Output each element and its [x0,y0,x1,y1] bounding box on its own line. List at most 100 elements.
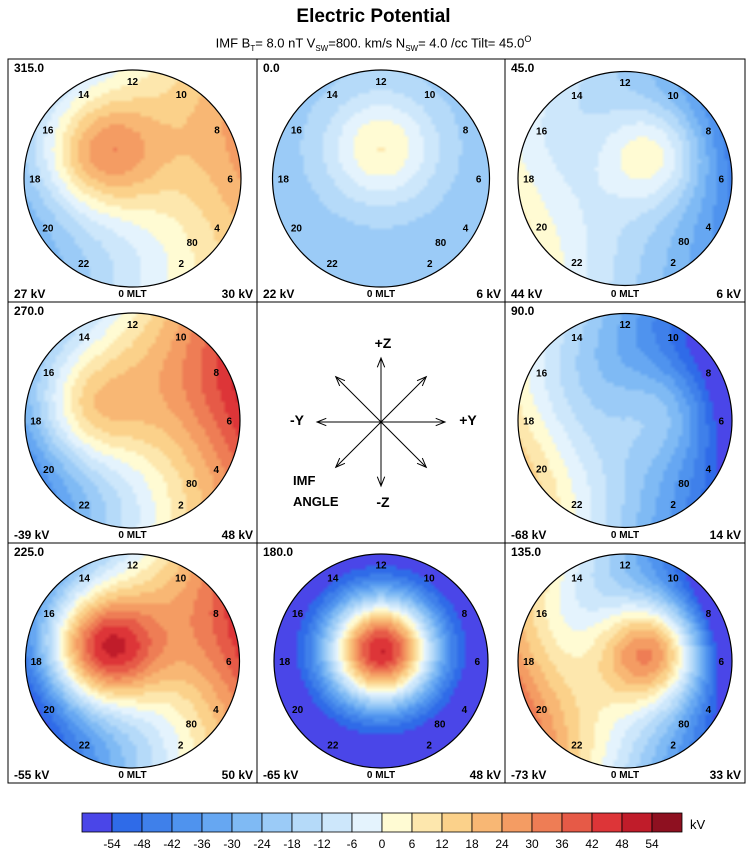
colorbar-swatch [441,812,473,833]
mlt-label-18: 18 [523,417,535,428]
mlt-label-18: 18 [30,417,42,428]
angle-arrow-head [376,476,386,488]
mlt-label-8: 8 [214,126,220,137]
mlt-label-6: 6 [226,417,232,428]
mlt-label-10: 10 [668,333,680,344]
min-potential-label: -68 kV [511,528,546,542]
minus-z-label: -Z [376,494,390,510]
mlt-label-4: 4 [706,223,712,234]
polar-boundary [273,553,489,769]
minus-y-label: -Y [290,412,305,428]
max-potential-label: 48 kV [470,768,501,782]
mlt-label-0: 0 MLT [611,770,639,781]
potential-map [518,313,732,528]
colorbar-tick-label: -24 [253,837,271,851]
colorbar-swatch [561,812,593,833]
mlt-label-4: 4 [706,705,712,716]
mlt-label-4: 4 [462,705,468,716]
mlt-label-12: 12 [375,77,387,88]
angle-arrow-line [335,376,382,423]
angle-arrow-head [416,457,428,469]
mlt-label-0: 0 MLT [367,289,395,300]
min-potential-label: 22 kV [263,287,294,301]
mlt-label-14: 14 [79,333,91,344]
colorbar-tick-label: 0 [379,837,386,851]
grid-outer-border [7,58,746,784]
mlt-label-8: 8 [706,368,712,379]
max-potential-label: 30 kV [222,287,253,301]
colorbar-swatch [171,812,203,833]
mlt-label-10: 10 [424,574,436,585]
mlt-label-22: 22 [327,740,339,751]
mlt-label-22: 22 [571,500,583,511]
mlt-label-16: 16 [536,126,548,137]
angle-arrow-head [334,457,346,469]
mlt-label-2: 2 [670,740,676,751]
mlt-label-20: 20 [536,223,548,234]
colorbar-tick-label: 6 [409,837,416,851]
mlt-label-14: 14 [571,91,583,102]
mlt-label-16: 16 [42,126,54,137]
colorbar-swatch [501,812,533,833]
colorbar-tick-label: 48 [615,837,629,851]
colorbar-tick-label: 54 [645,837,659,851]
mlt-label-4: 4 [214,223,220,234]
mlt-label-4: 4 [214,465,220,476]
latitude-label: 80 [186,479,198,490]
colorbar-swatch [471,812,503,833]
mlt-label-10: 10 [668,574,680,585]
mlt-label-0: 0 MLT [118,530,146,541]
polar-boundary [24,553,241,769]
colorbar-tick-label: -12 [313,837,331,851]
mlt-label-16: 16 [44,609,56,620]
colorbar-swatch [381,812,413,833]
colorbar-swatch [651,812,683,833]
max-potential-label: 33 kV [710,768,741,782]
max-potential-label: 14 kV [710,528,741,542]
angle-arrow-head [376,356,386,368]
mlt-label-20: 20 [291,223,303,234]
imf-angle-label: 135.0 [511,545,541,559]
angle-arrow-line [335,421,382,468]
plus-z-label: +Z [375,335,392,351]
colorbar-swatch [81,812,113,833]
mlt-label-22: 22 [79,500,91,511]
mlt-label-20: 20 [44,705,56,716]
mlt-label-16: 16 [536,609,548,620]
imf-angle-label: 180.0 [263,545,293,559]
mlt-label-10: 10 [668,91,680,102]
colorbar-boxes [81,812,683,833]
colorbar-tick-label: 30 [525,837,539,851]
colorbar-swatch [621,812,653,833]
mlt-label-6: 6 [476,175,482,186]
polar-boundary [517,70,733,287]
latitude-label: 80 [435,238,447,249]
imf-label: IMF [293,473,315,488]
colorbar-ticks: -54 -48 -42 -36 -30 -24 -18 -12 -6 0 6 12 18 24 30 36 42… [103,837,659,851]
panel-grid [7,58,746,784]
angle-arrow-line [380,421,427,468]
mlt-label-18: 18 [523,657,535,668]
polar-boundary [517,312,733,529]
min-potential-label: 27 kV [14,287,45,301]
potential-map [518,71,732,286]
potential-map [25,554,240,768]
mlt-label-20: 20 [536,705,548,716]
mlt-label-20: 20 [536,465,548,476]
potential-map [272,70,490,287]
min-potential-label: 44 kV [511,287,542,301]
colorbar-tick-label: -42 [163,837,181,851]
diagram-arrows [315,356,447,488]
potential-map [24,70,241,287]
mlt-label-8: 8 [213,609,219,620]
colorbar-swatch [111,812,143,833]
imf-angle-label: 45.0 [511,61,535,75]
colorbar-tick-label: 12 [435,837,449,851]
